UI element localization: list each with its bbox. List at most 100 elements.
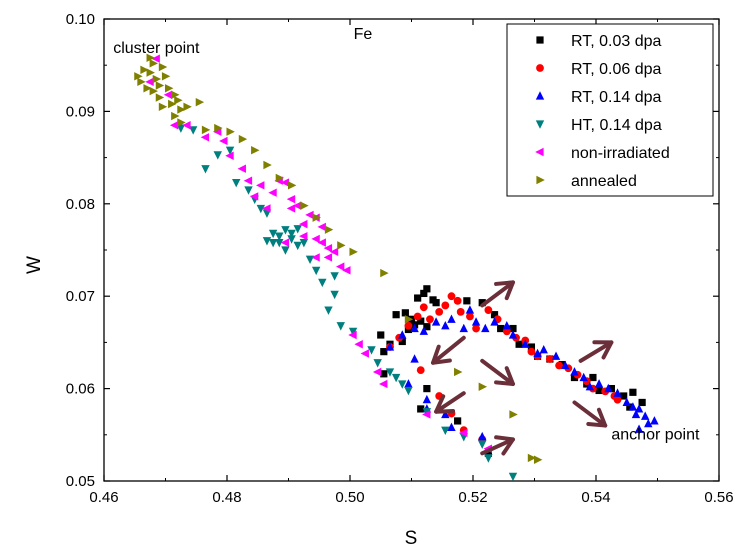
data-point xyxy=(533,455,543,464)
data-point xyxy=(268,188,277,197)
series-annealed xyxy=(134,53,543,464)
data-point xyxy=(335,262,345,271)
data-point xyxy=(149,86,158,96)
data-point xyxy=(171,90,180,99)
data-point xyxy=(373,359,382,368)
data-point xyxy=(419,303,428,312)
data-point xyxy=(629,388,637,396)
legend-marker xyxy=(535,120,545,129)
x-axis-title: S xyxy=(405,528,418,549)
data-point xyxy=(149,59,158,68)
data-point xyxy=(398,380,407,389)
data-point xyxy=(380,268,389,278)
data-point xyxy=(555,361,563,370)
data-point xyxy=(151,54,160,63)
y-tick-label: 0.07 xyxy=(66,288,95,305)
arrow-head xyxy=(494,435,515,456)
data-point xyxy=(628,402,638,411)
trend-arrow xyxy=(480,358,515,386)
data-point xyxy=(354,340,363,349)
data-point xyxy=(650,416,659,425)
trend-arrow xyxy=(480,435,515,456)
data-point xyxy=(152,74,162,84)
data-point xyxy=(613,395,622,404)
data-point xyxy=(527,453,537,463)
legend-item-ht-0-14-dpa: HT, 0.14 dpa xyxy=(535,117,662,134)
data-point xyxy=(174,96,183,105)
data-point xyxy=(410,323,419,333)
data-point xyxy=(631,409,641,419)
data-point xyxy=(471,317,481,326)
trend-arrow xyxy=(578,340,614,363)
data-point xyxy=(466,312,474,321)
data-point xyxy=(256,204,266,214)
arrow-head xyxy=(586,407,608,428)
data-point xyxy=(287,229,296,239)
legend-item-rt-0-06-dpa: RT, 0.06 dpa xyxy=(536,61,662,78)
legend-label: annealed xyxy=(571,173,637,190)
data-point xyxy=(481,323,490,333)
data-point xyxy=(292,201,302,210)
data-point xyxy=(379,379,388,389)
data-point xyxy=(323,253,333,262)
data-point xyxy=(484,306,493,314)
arrow-head xyxy=(494,280,515,301)
data-point xyxy=(478,431,487,441)
data-point xyxy=(404,386,413,396)
legend-marker xyxy=(536,64,544,72)
data-point xyxy=(435,308,444,316)
data-point xyxy=(420,289,428,298)
trend-arrow xyxy=(572,400,608,428)
data-point xyxy=(463,297,471,305)
data-point xyxy=(398,330,407,339)
data-point xyxy=(497,324,505,333)
data-point xyxy=(426,315,434,324)
data-point xyxy=(607,385,615,393)
data-point xyxy=(268,229,278,239)
legend-marker xyxy=(535,147,544,157)
series-rt-0-06-dpa xyxy=(386,292,622,444)
arrow-shaft xyxy=(572,400,608,428)
data-point xyxy=(579,372,588,382)
data-point xyxy=(441,320,450,330)
y-tick-label: 0.06 xyxy=(66,381,95,398)
data-point xyxy=(459,323,468,333)
x-tick-label: 0.50 xyxy=(335,489,364,506)
data-point xyxy=(641,411,650,420)
x-tick-label: 0.52 xyxy=(458,489,487,506)
data-point xyxy=(380,348,388,356)
anchor-point-label: anchor point xyxy=(611,426,700,443)
data-point xyxy=(275,232,284,241)
data-point xyxy=(155,81,165,90)
arrow-shaft xyxy=(480,358,515,386)
data-point xyxy=(490,317,499,326)
data-point xyxy=(561,360,570,370)
data-point xyxy=(286,204,296,213)
data-point xyxy=(484,449,492,457)
data-point xyxy=(300,201,309,210)
data-point xyxy=(453,296,462,305)
data-point xyxy=(275,239,284,248)
data-point xyxy=(484,454,493,463)
data-point xyxy=(146,68,155,77)
data-point xyxy=(422,394,432,404)
data-point xyxy=(490,311,499,319)
data-point xyxy=(419,326,428,335)
y-axis-title: W xyxy=(24,256,45,274)
series-rt-0-03-dpa xyxy=(377,285,646,457)
data-point xyxy=(256,181,265,190)
legend-item-annealed: annealed xyxy=(536,173,637,190)
data-point xyxy=(441,409,450,419)
data-point xyxy=(163,90,173,99)
legend-label: RT, 0.03 dpa xyxy=(571,33,662,50)
data-point xyxy=(465,305,475,314)
data-point xyxy=(262,237,272,246)
data-point xyxy=(377,331,385,339)
data-point xyxy=(401,309,409,317)
data-point xyxy=(423,285,431,293)
data-point xyxy=(311,234,320,244)
data-point xyxy=(146,53,155,63)
data-point xyxy=(416,366,425,375)
legend-marker xyxy=(535,91,545,100)
